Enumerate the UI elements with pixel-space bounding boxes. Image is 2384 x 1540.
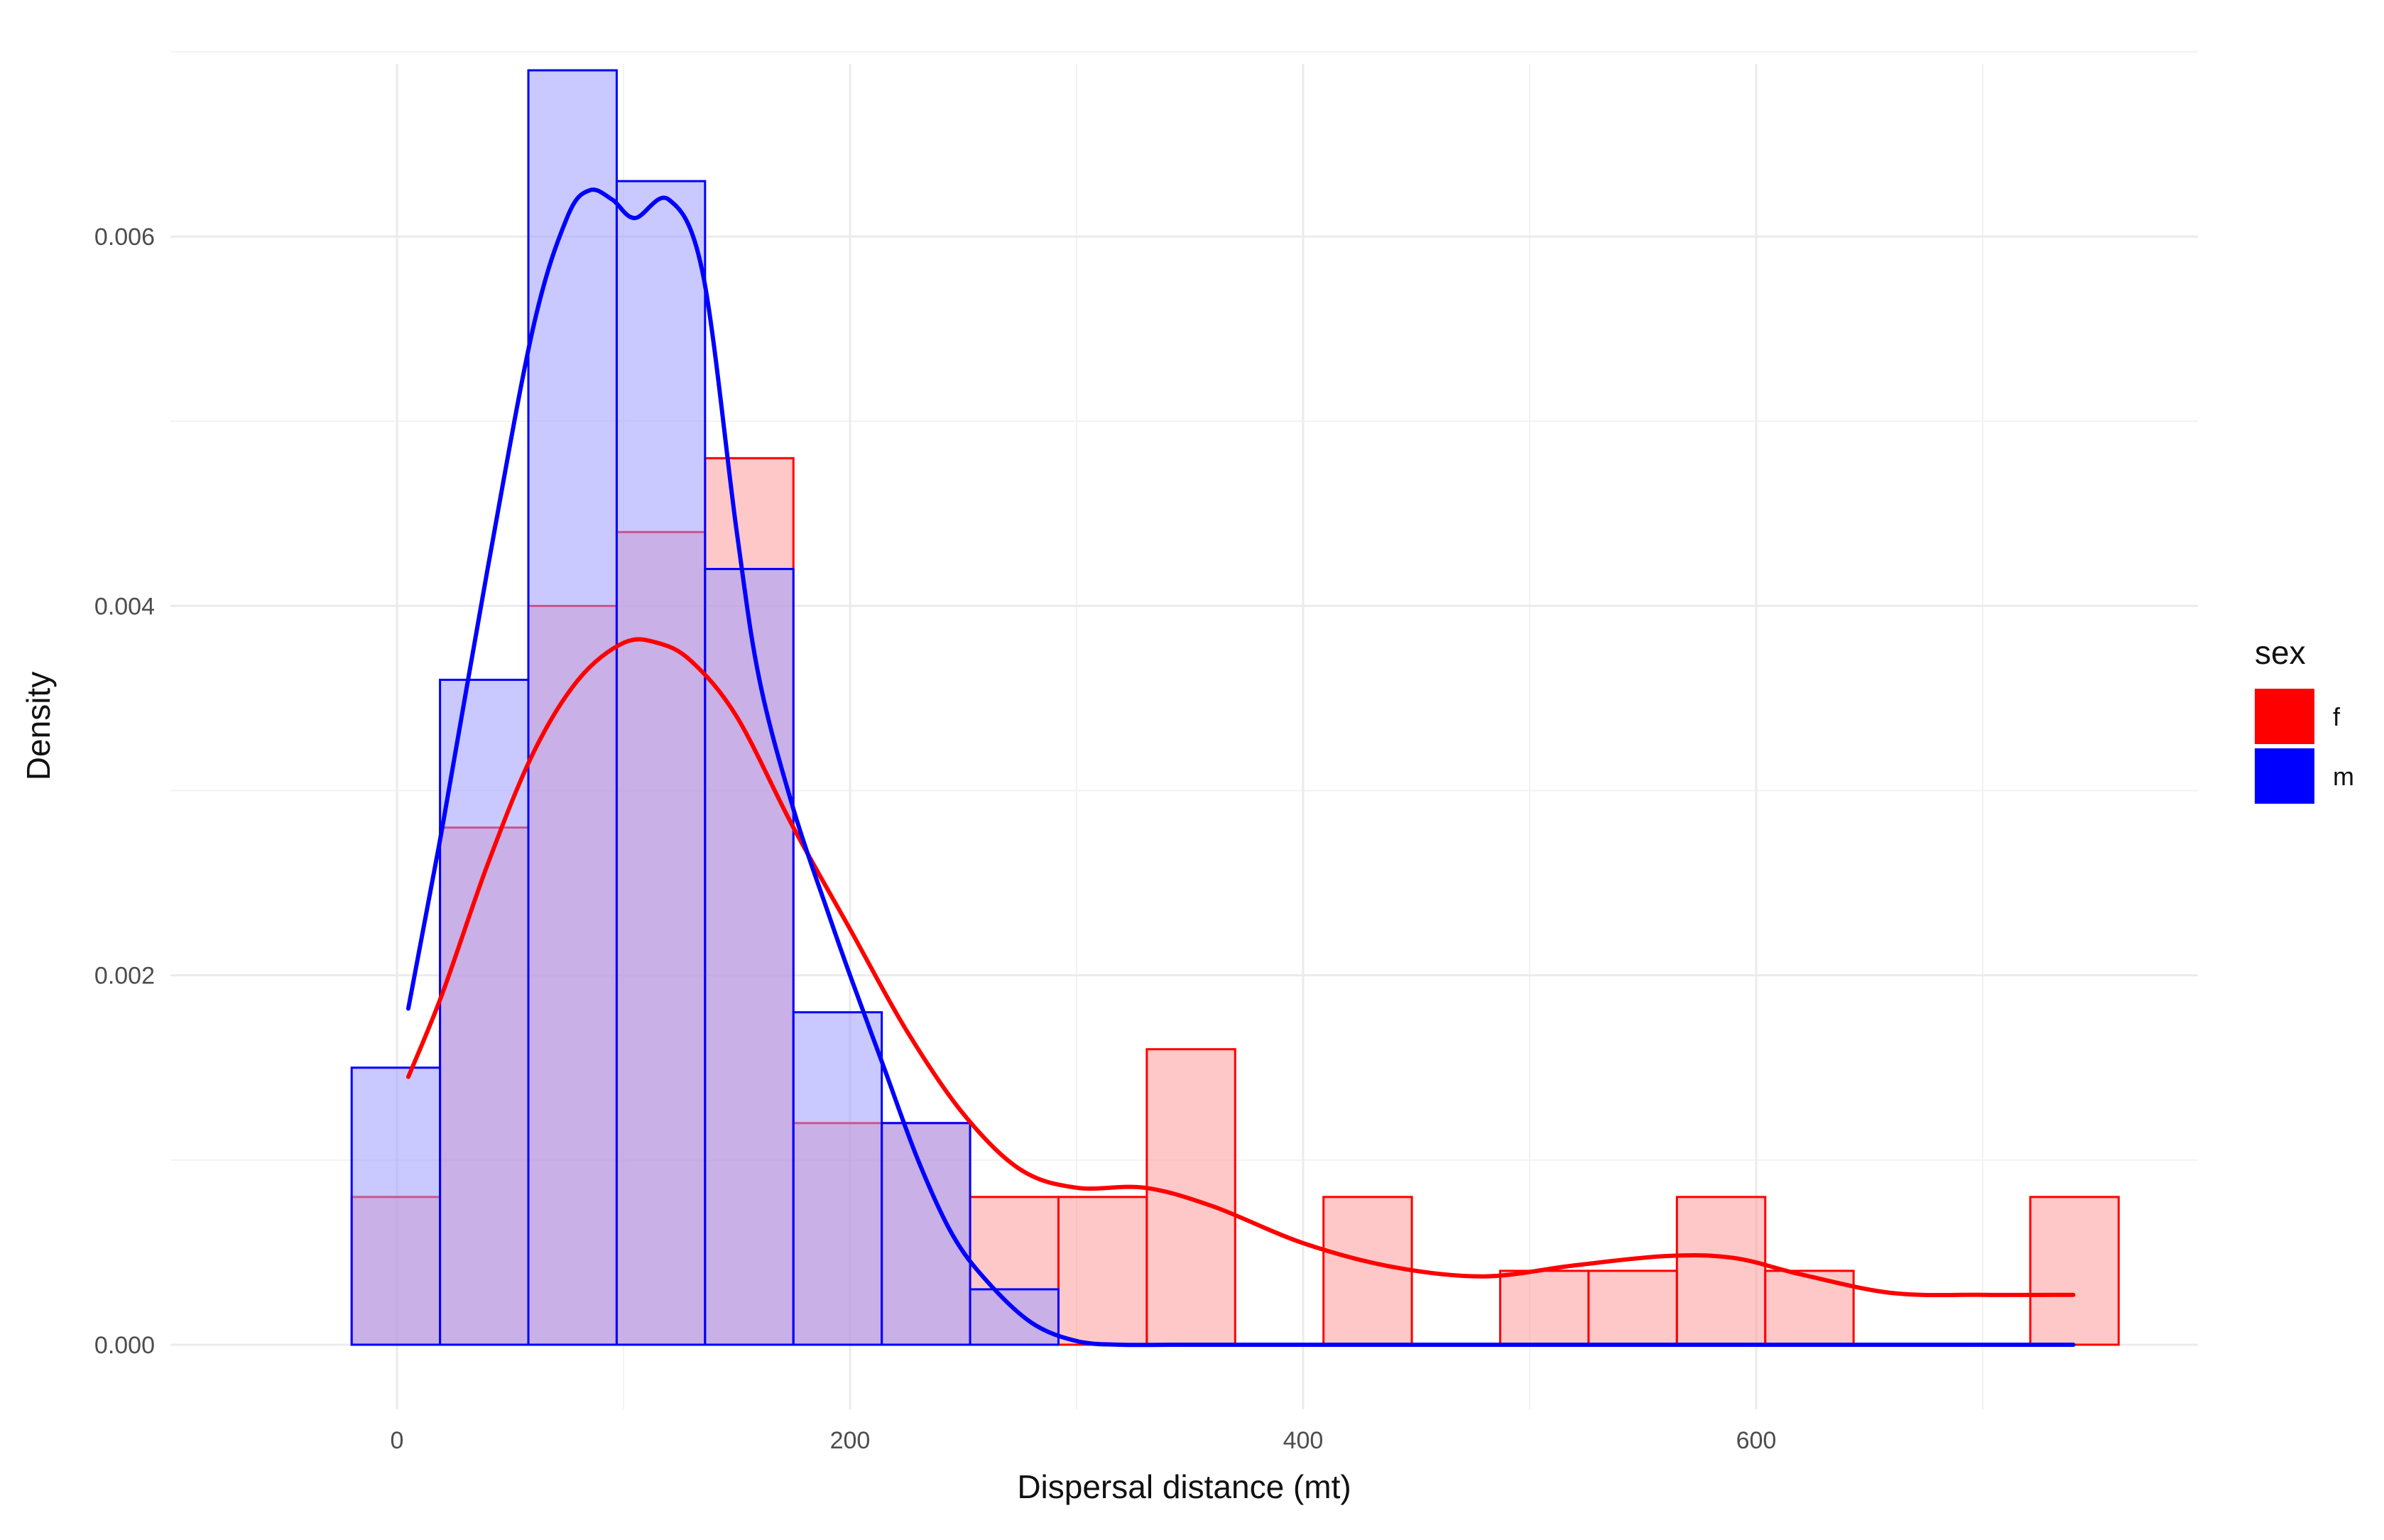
histogram-bar-m — [969, 1288, 1060, 1346]
x-axis-title: Dispersal distance (mt) — [1017, 1468, 1351, 1505]
histogram-bar-m — [792, 1011, 883, 1346]
histogram-bar-f — [1675, 1196, 1767, 1346]
histogram-bar-m — [881, 1122, 971, 1346]
histogram-bar-m — [704, 567, 795, 1346]
histogram-bar-m — [439, 678, 530, 1346]
histogram-bar-m — [615, 180, 707, 1346]
histogram-bar-f — [1057, 1196, 1148, 1346]
y-axis-title: Density — [20, 672, 57, 780]
bars-layer — [350, 69, 2120, 1346]
legend-key-m — [2255, 748, 2314, 804]
histogram-bar-f — [1498, 1269, 1590, 1346]
legend-label-f: f — [2333, 702, 2341, 731]
x-tick-label: 0 — [391, 1427, 404, 1454]
y-tick-label: 0.006 — [94, 224, 155, 251]
histogram-bar-f — [1322, 1196, 1413, 1346]
histogram-bar-m — [350, 1066, 442, 1346]
density-line-m — [406, 187, 2076, 1348]
histogram-bar-f — [1587, 1269, 1678, 1346]
legend: sex f m — [2255, 634, 2354, 804]
x-tick-label: 600 — [1736, 1427, 1777, 1454]
histogram-bar-f — [2029, 1196, 2120, 1346]
legend-label-m: m — [2333, 762, 2354, 791]
y-tick-label: 0.004 — [94, 593, 155, 620]
y-tick-label: 0.002 — [94, 963, 155, 990]
y-tick-label: 0.000 — [94, 1332, 155, 1359]
legend-title: sex — [2255, 634, 2306, 671]
axis-labels-layer: 0 200 400 600 0.000 0.002 0.004 0.006 — [94, 224, 1776, 1454]
legend-key-f — [2255, 689, 2314, 744]
x-tick-label: 200 — [830, 1427, 871, 1454]
density-line-f — [406, 637, 2076, 1298]
histogram-bar-m — [527, 69, 618, 1346]
x-tick-label: 400 — [1283, 1427, 1324, 1454]
density-lines-layer — [406, 187, 2076, 1348]
